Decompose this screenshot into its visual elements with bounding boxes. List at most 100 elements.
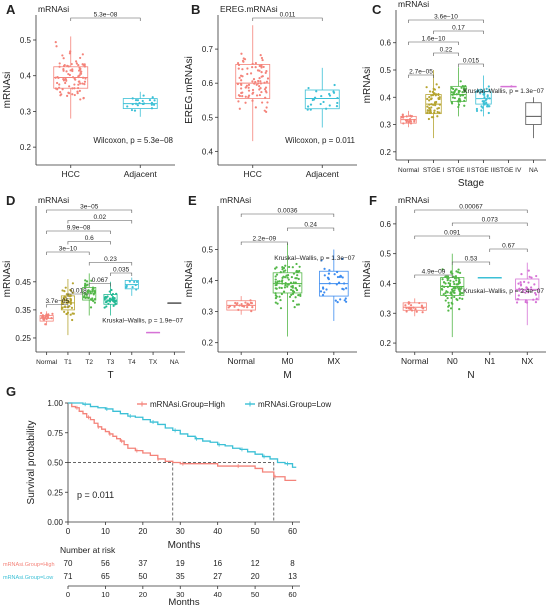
data-point <box>115 292 118 295</box>
data-point <box>515 301 519 304</box>
x-tick-label: NA <box>170 359 180 366</box>
comparison-pvalue: 9.9e−08 <box>67 225 91 232</box>
data-point <box>75 62 78 65</box>
data-point <box>236 302 239 305</box>
data-point <box>150 101 154 104</box>
data-point <box>482 100 485 103</box>
data-point <box>82 296 86 299</box>
risk-x-tick-label: 40 <box>214 590 222 599</box>
data-point <box>78 80 81 83</box>
data-point <box>463 99 466 103</box>
data-point <box>319 102 322 106</box>
data-point <box>296 274 299 277</box>
data-point <box>409 114 412 117</box>
risk-x-tick-label: 0 <box>66 590 70 599</box>
data-point <box>69 297 72 300</box>
data-point <box>421 311 424 314</box>
data-point <box>44 323 47 326</box>
data-point <box>451 96 455 99</box>
data-point <box>69 50 72 53</box>
data-point <box>519 284 523 287</box>
data-point <box>236 62 240 65</box>
x-tick-label: T4 <box>128 359 136 366</box>
data-point <box>73 87 76 90</box>
data-point <box>108 297 112 300</box>
data-point <box>519 281 522 284</box>
data-point <box>134 283 137 287</box>
risk-count: 71 <box>64 572 73 581</box>
data-point <box>240 302 243 306</box>
data-point <box>433 111 436 114</box>
comparison-bracket <box>46 251 90 255</box>
comparison-pvalue: 3.6e−10 <box>434 14 458 21</box>
data-point <box>525 301 529 304</box>
y-tick-label: 0.3 <box>202 308 214 317</box>
data-point <box>91 289 94 292</box>
risk-count: 35 <box>176 572 185 581</box>
y-tick-label: 0.5 <box>20 36 32 45</box>
data-point <box>407 301 410 304</box>
risk-count: 56 <box>101 559 110 568</box>
data-point <box>71 282 74 285</box>
y-tick-label: 0.25 <box>15 334 31 343</box>
panel-letter-c: C <box>372 2 382 17</box>
data-point <box>247 303 251 306</box>
data-point <box>287 278 290 281</box>
panel-title: EREG.mRNAsi <box>220 4 278 14</box>
data-point <box>265 110 268 114</box>
data-point <box>142 102 145 105</box>
data-point <box>135 280 139 284</box>
data-point <box>134 99 138 102</box>
data-point <box>259 80 262 83</box>
x-tick-label: Adjacent <box>306 169 340 179</box>
data-point <box>69 294 72 298</box>
comparison-pvalue: 0.0036 <box>278 208 298 215</box>
data-point <box>75 60 78 63</box>
data-point <box>254 66 257 69</box>
data-point <box>297 277 300 281</box>
data-point <box>250 302 254 305</box>
data-point <box>108 300 112 303</box>
data-point <box>274 278 277 281</box>
data-point <box>453 289 456 292</box>
data-point <box>487 85 490 88</box>
y-axis-label: mRNAsi <box>362 261 373 298</box>
data-point <box>150 103 153 106</box>
data-point <box>247 96 250 99</box>
test-annotation: Kruskal–Wallis, p = 1.9e−07 <box>102 318 183 325</box>
data-point <box>133 280 136 284</box>
data-point <box>294 281 297 284</box>
data-point <box>246 72 249 76</box>
comparison-bracket <box>408 41 459 45</box>
comparison-bracket <box>489 248 528 252</box>
data-point <box>293 305 296 309</box>
data-point <box>458 97 461 100</box>
risk-count: 65 <box>101 572 110 581</box>
comparison-pvalue: 0.011 <box>280 12 296 19</box>
data-point <box>241 95 244 98</box>
y-tick-label: 0.4 <box>202 277 214 286</box>
x-tick-label: 50 <box>251 527 260 536</box>
data-point <box>336 96 339 100</box>
data-point <box>106 295 109 298</box>
data-point <box>240 91 243 95</box>
data-point <box>328 104 331 107</box>
data-point <box>251 92 254 95</box>
y-tick-label: 0.4 <box>380 93 392 102</box>
box-adjacent <box>304 89 340 110</box>
data-point <box>141 99 144 103</box>
data-point <box>274 275 277 278</box>
data-point <box>527 281 530 284</box>
data-point <box>343 299 346 302</box>
data-point <box>55 45 58 48</box>
data-point <box>449 279 452 282</box>
data-point <box>456 100 459 103</box>
data-point <box>295 262 298 266</box>
data-point <box>524 291 527 294</box>
data-point <box>402 122 405 125</box>
data-point <box>40 315 44 319</box>
data-point <box>249 72 253 75</box>
test-annotation: Kruskal–Wallis, p = 1.3e−07 <box>274 255 355 262</box>
data-point <box>70 306 74 309</box>
